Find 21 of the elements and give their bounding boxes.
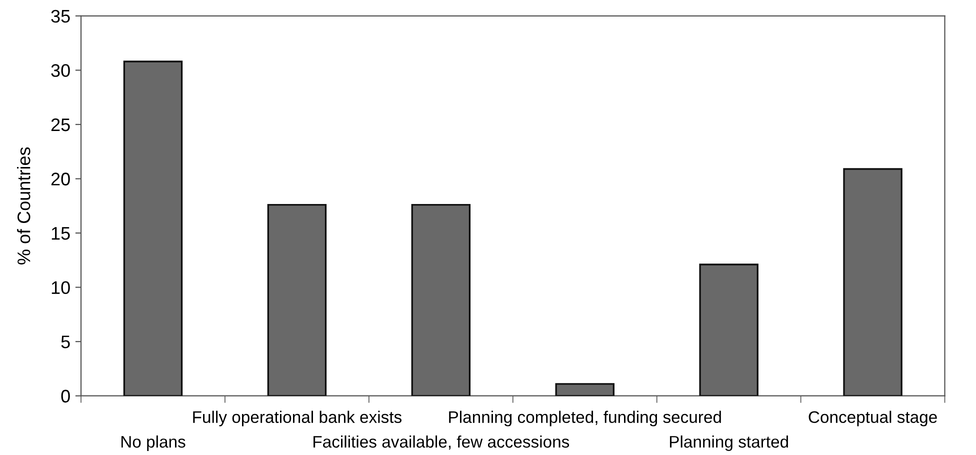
x-tick-label: Planning started <box>670 435 788 451</box>
y-tick-label: 5 <box>61 336 70 348</box>
y-axis-title: % of Countries <box>17 147 30 264</box>
x-tick-label: Planning completed, funding secured <box>449 410 721 426</box>
x-tick-label: No plans <box>121 435 186 451</box>
y-tick-label: 10 <box>52 281 70 294</box>
y-tick-label: 25 <box>51 118 70 132</box>
y-tick-label: 35 <box>51 10 70 23</box>
bar <box>699 264 758 396</box>
y-tick-label: 20 <box>51 172 70 186</box>
x-tick-label: Facilities available, few accessions <box>314 435 570 450</box>
bar <box>411 204 471 396</box>
y-tick-label: 15 <box>52 227 70 240</box>
bar <box>123 60 183 396</box>
bar <box>555 383 614 396</box>
x-tick-label: Fully operational bank exists <box>193 410 402 426</box>
y-tick-label: 0 <box>61 390 70 403</box>
x-tick-label: Conceptual stage <box>808 410 937 426</box>
bar <box>267 204 327 396</box>
y-tick-label: 30 <box>51 64 70 77</box>
bar <box>843 168 902 396</box>
